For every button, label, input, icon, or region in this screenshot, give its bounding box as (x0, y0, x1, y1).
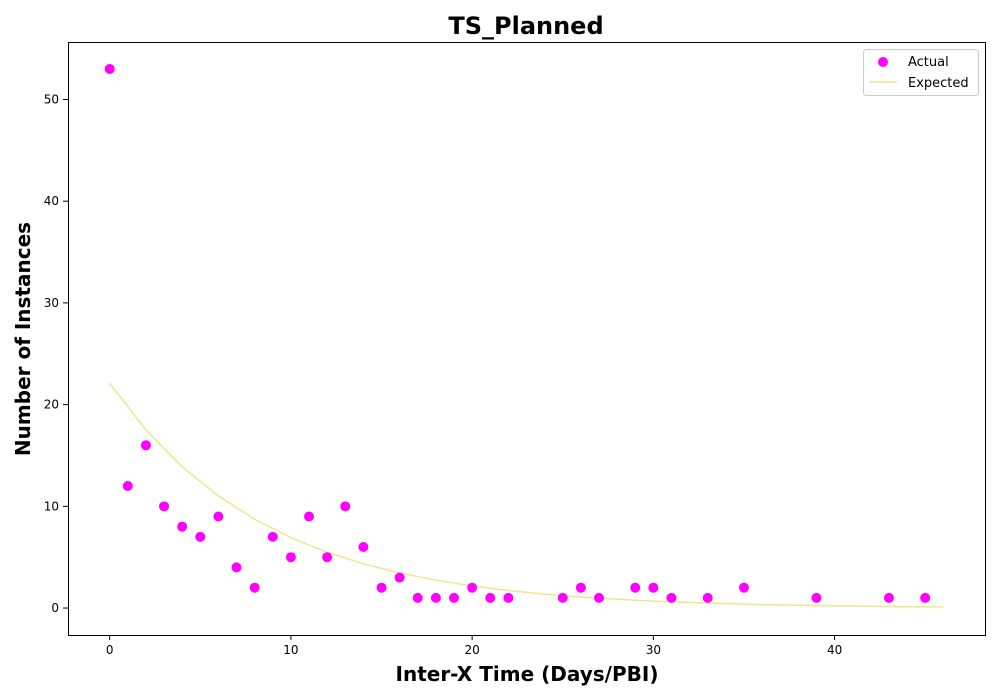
y-axis-title: Number of Instances (11, 222, 35, 456)
actual-point (883, 592, 894, 603)
actual-point (412, 592, 423, 603)
actual-point (340, 501, 351, 512)
actual-point (430, 592, 441, 603)
actual-point (322, 552, 333, 563)
actual-point (285, 552, 296, 563)
actual-point (666, 592, 677, 603)
actual-point (557, 592, 568, 603)
legend-actual-label: Actual (908, 55, 949, 70)
x-tick-label: 40 (827, 643, 842, 657)
y-tick-label: 0 (51, 601, 59, 615)
actual-point (177, 521, 188, 532)
actual-series (104, 63, 931, 603)
actual-point (920, 592, 931, 603)
actual-point (449, 592, 460, 603)
x-tick-label: 20 (464, 643, 479, 657)
actual-point (738, 582, 749, 593)
actual-point (231, 562, 242, 573)
plot-area-frame (68, 42, 986, 636)
actual-point (267, 531, 278, 542)
actual-point (702, 592, 713, 603)
actual-point (467, 582, 478, 593)
actual-point (104, 63, 115, 74)
legend: Actual Expected (863, 49, 979, 96)
x-tick-label: 10 (283, 643, 298, 657)
legend-frame (863, 49, 979, 96)
actual-point (593, 592, 604, 603)
x-axis: 0 10 20 30 40 (106, 635, 842, 657)
actual-point (575, 582, 586, 593)
actual-point (630, 582, 641, 593)
expected-line (109, 382, 944, 608)
y-axis: 0 10 20 30 40 50 (44, 92, 68, 615)
actual-point (140, 440, 151, 451)
actual-point (249, 582, 260, 593)
actual-point (213, 511, 224, 522)
y-tick-label: 10 (44, 499, 59, 513)
x-tick-label: 30 (646, 643, 661, 657)
actual-point (811, 592, 822, 603)
actual-point (503, 592, 514, 603)
actual-point (159, 501, 170, 512)
y-tick-label: 50 (44, 92, 59, 106)
chart-title: TS_Planned (448, 12, 603, 40)
actual-point (376, 582, 387, 593)
actual-point (195, 531, 206, 542)
x-tick-label: 0 (106, 643, 114, 657)
actual-point (304, 511, 315, 522)
actual-point (122, 480, 133, 491)
legend-expected-label: Expected (908, 76, 969, 91)
actual-point (485, 592, 496, 603)
y-tick-label: 40 (44, 194, 59, 208)
y-tick-label: 20 (44, 398, 59, 412)
actual-point (394, 572, 405, 583)
legend-actual-marker (878, 57, 888, 67)
x-axis-title: Inter-X Time (Days/PBI) (396, 662, 659, 686)
y-tick-label: 30 (44, 296, 59, 310)
actual-point (648, 582, 659, 593)
actual-point (358, 542, 369, 553)
expected-series (109, 382, 944, 608)
